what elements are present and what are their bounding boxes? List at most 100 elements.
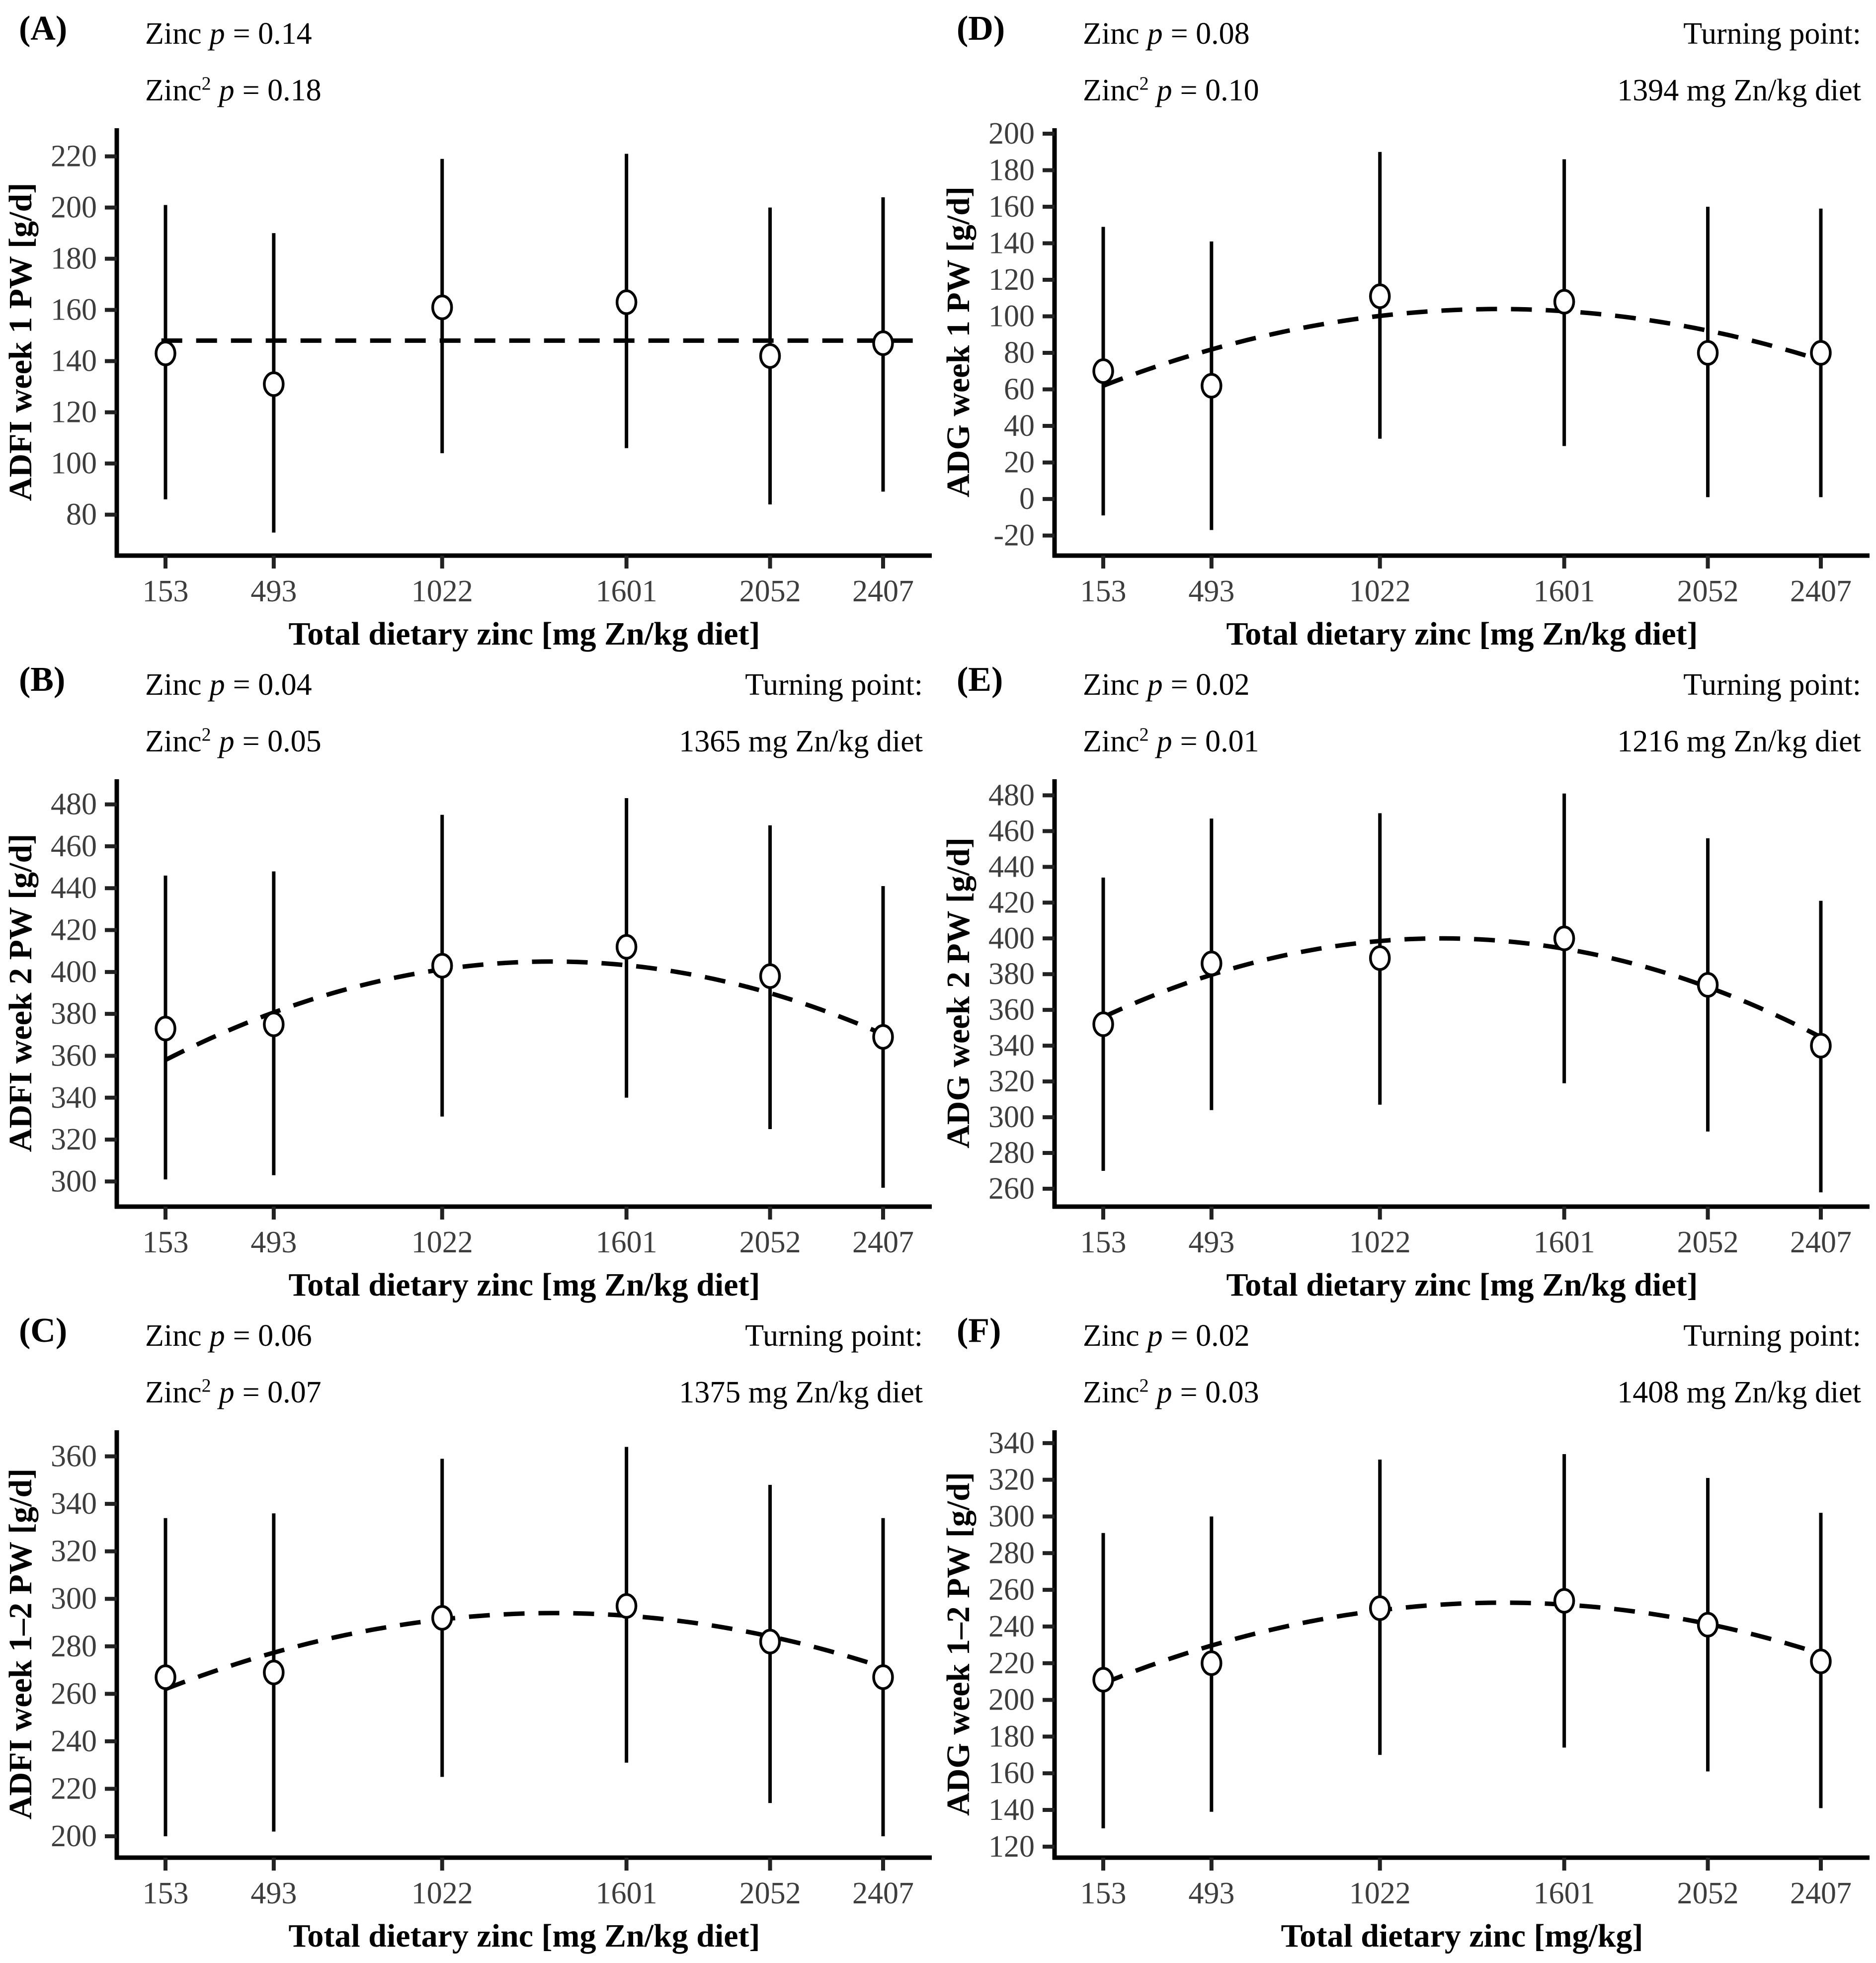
y-tick-label: 80: [1004, 336, 1035, 370]
stat-term: Zinc: [145, 74, 202, 107]
stat-value: = 0.06: [233, 1319, 312, 1353]
data-point: [1697, 972, 1719, 998]
turning-point-label: Turning point:: [745, 668, 923, 702]
data-point: [1092, 1011, 1114, 1037]
y-tick-label: 200: [51, 1819, 97, 1853]
y-tick-label: 180: [988, 154, 1035, 187]
x-tick-label: 493: [1188, 574, 1234, 608]
data-point: [1810, 1033, 1832, 1059]
y-tick-label: 60: [1004, 373, 1035, 407]
y-tick-label: 40: [1004, 409, 1035, 443]
x-tick-label: 1601: [1534, 1877, 1595, 1910]
stat-p-symbol: p: [1156, 725, 1172, 758]
y-tick-label: 260: [988, 1573, 1035, 1607]
stat-value: = 0.01: [1180, 725, 1259, 758]
x-tick-label: 1022: [1349, 574, 1411, 608]
x-tick-label: 1601: [1534, 574, 1595, 608]
stat-term: Zinc: [1083, 74, 1140, 107]
panel-A: (A) Zinc p = 0.14 Zinc2 p = 0.18 80 100 120 140…: [0, 4, 938, 655]
x-tick-label: 153: [143, 1226, 189, 1259]
data-point: [155, 340, 176, 366]
turning-point-label: Turning point:: [1683, 668, 1861, 702]
x-axis-title: Total dietary zinc [mg/kg]: [1281, 1918, 1643, 1954]
y-tick-label: 480: [51, 788, 97, 821]
panel-header: (B) Zinc p = 0.04 Zinc2 p = 0.05 Turning poi…: [0, 655, 938, 769]
y-tick-label: 160: [988, 190, 1035, 224]
stat-p-symbol: p: [219, 1376, 235, 1409]
data-point: [1810, 340, 1832, 366]
y-tick-label: 460: [51, 829, 97, 863]
panel-header: (D) Zinc p = 0.08 Zinc2 p = 0.10 Turning poi…: [938, 4, 1876, 118]
data-point: [1092, 358, 1114, 384]
y-axis-title: ADG week 2 PW [g/d]: [940, 837, 977, 1148]
y-tick-label: 280: [988, 1136, 1035, 1170]
x-tick-label: 2052: [1677, 574, 1739, 608]
data-point: [615, 934, 638, 960]
y-tick-label: 320: [51, 1535, 97, 1568]
data-point: [1201, 1650, 1223, 1676]
y-tick-label: 100: [51, 447, 97, 481]
turning-point-label: Turning point:: [1683, 1319, 1861, 1353]
panel-header: (C) Zinc p = 0.06 Zinc2 p = 0.07 Turning poi…: [0, 1306, 938, 1420]
turning-point-value: 1365 mg Zn/kg diet: [679, 725, 923, 758]
x-axis-title: Total dietary zinc [mg Zn/kg diet]: [288, 1267, 760, 1303]
x-tick-label: 2407: [1790, 1877, 1852, 1910]
stats-block: Zinc p = 0.02 Zinc2 p = 0.03: [1083, 1311, 1259, 1424]
stat-superscript: 2: [1139, 724, 1149, 745]
stat-p-symbol: p: [209, 17, 225, 51]
stat-value: = 0.10: [1180, 74, 1259, 107]
stats-block: Zinc p = 0.14 Zinc2 p = 0.18: [145, 9, 322, 122]
x-tick-label: 2407: [852, 1877, 914, 1910]
y-axis-title: ADFI week 2 PW [g/d]: [2, 833, 39, 1152]
stat-value: = 0.02: [1170, 668, 1250, 702]
data-point: [872, 330, 894, 356]
stat-superscript: 2: [201, 724, 211, 745]
data-point: [872, 1024, 894, 1050]
y-tick-label: 220: [51, 140, 97, 173]
x-tick-label: 493: [1188, 1877, 1234, 1910]
panel-header: (F) Zinc p = 0.02 Zinc2 p = 0.03 Turning poi…: [938, 1306, 1876, 1420]
y-tick-label: 340: [988, 1029, 1035, 1063]
stat-term: Zinc: [145, 725, 202, 758]
stat-superscript: 2: [201, 1375, 211, 1396]
zinc2-p-line: Zinc2 p = 0.10: [1083, 66, 1259, 122]
panel-letter: (F): [957, 1311, 1001, 1350]
y-tick-label: 300: [988, 1499, 1035, 1533]
stat-term: Zinc: [1083, 668, 1140, 702]
stat-value: = 0.04: [233, 668, 312, 702]
turning-point-block: Turning point: 1365 mg Zn/kg diet: [679, 660, 923, 773]
y-tick-label: 440: [988, 850, 1035, 884]
zinc-p-line: Zinc p = 0.04: [145, 660, 322, 717]
x-tick-label: 1022: [1349, 1226, 1411, 1259]
y-tick-label: 260: [988, 1172, 1035, 1206]
y-axis-title: ADG week 1 PW [g/d]: [940, 186, 977, 497]
turning-point-block: Turning point: 1394 mg Zn/kg diet: [1617, 9, 1861, 122]
turning-point-block: Turning point: 1375 mg Zn/kg diet: [679, 1311, 923, 1424]
data-point: [759, 1629, 781, 1654]
y-tick-label: 200: [988, 118, 1035, 151]
data-point: [1201, 373, 1223, 399]
data-point: [431, 1605, 453, 1631]
x-tick-label: 2052: [1677, 1877, 1739, 1910]
zinc2-p-line: Zinc2 p = 0.05: [145, 717, 322, 773]
scatter-plot-A: 80 100 120 140 160 180 200 220 153 493 1022 1601 205…: [51, 128, 932, 608]
data-point: [1369, 283, 1391, 309]
x-tick-label: 493: [250, 574, 297, 608]
turning-point-label: Turning point:: [745, 1319, 923, 1353]
y-tick-label: 160: [988, 1756, 1035, 1790]
stat-superscript: 2: [1139, 73, 1149, 94]
y-tick-label: 320: [51, 1123, 97, 1156]
plot-area: 120 140 160 180 200 220 240 260 280 300 320 340 153 4…: [938, 1420, 1876, 1957]
y-tick-label: 120: [51, 396, 97, 429]
y-tick-label: 80: [66, 498, 97, 532]
plot-area: 200 220 240 260 280 300 320 340 360 153 493 1022 160…: [0, 1420, 938, 1957]
data-point: [759, 963, 781, 989]
stat-value: = 0.02: [1170, 1319, 1250, 1353]
stat-superscript: 2: [1139, 1375, 1149, 1396]
stat-term: Zinc: [145, 668, 202, 702]
x-tick-label: 153: [1080, 1877, 1127, 1910]
stat-term: Zinc: [1083, 17, 1140, 51]
data-point: [1553, 1588, 1575, 1614]
x-tick-label: 153: [143, 1877, 189, 1910]
x-tick-label: 1601: [596, 1877, 657, 1910]
